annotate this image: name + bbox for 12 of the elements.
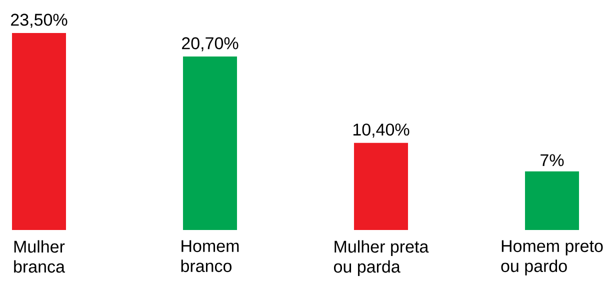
x-tick-label: Mulher preta ou parda <box>334 240 429 276</box>
data-label: 20,70% <box>182 37 238 52</box>
bar <box>183 56 238 230</box>
data-label: 23,50% <box>11 14 68 28</box>
bar <box>12 32 66 230</box>
data-label: 10,40% <box>353 124 410 138</box>
bar <box>525 171 580 230</box>
x-tick-label: Homem branco <box>181 240 239 272</box>
x-tick-label: Mulher branca <box>14 240 65 273</box>
data-label: 7% <box>540 154 564 166</box>
x-tick-label: Homem preto ou pardo <box>501 240 603 276</box>
bar <box>354 142 408 230</box>
